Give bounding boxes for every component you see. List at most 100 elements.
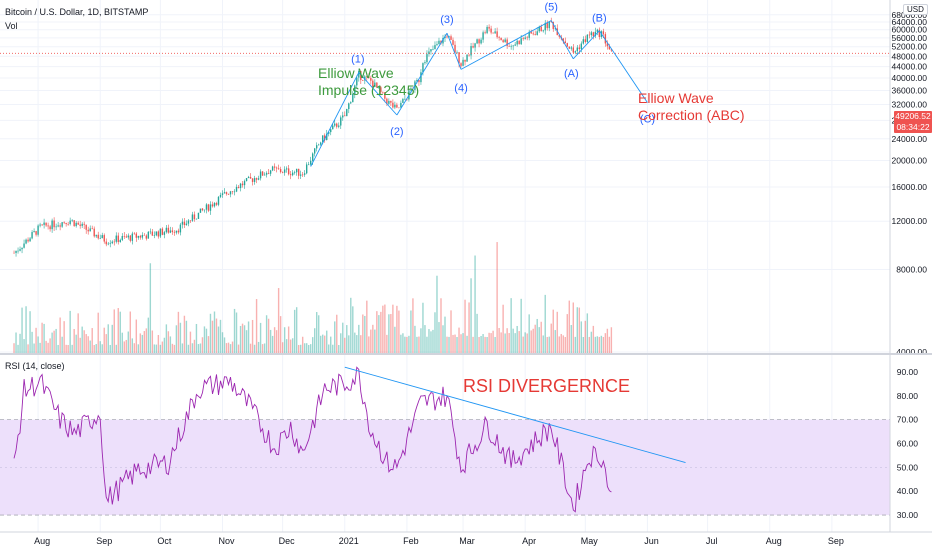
chart-annotation: Impulse (12345): [318, 82, 419, 98]
candle-body: [89, 228, 91, 232]
volume-bar: [590, 331, 593, 353]
volume-bar: [283, 327, 286, 353]
candle-body: [546, 22, 548, 29]
candle-body: [295, 168, 298, 173]
volume-bar: [366, 300, 368, 353]
candle-body: [87, 229, 89, 232]
volume-bar: [291, 338, 294, 353]
candle-body: [155, 231, 158, 236]
currency-badge[interactable]: USD: [903, 4, 928, 15]
volume-bar: [408, 335, 410, 353]
candle-body: [472, 46, 474, 48]
volume-bar: [161, 341, 164, 353]
candle-body: [398, 107, 400, 109]
candle-body: [267, 172, 270, 174]
volume-bar: [197, 344, 200, 353]
candle-body: [159, 228, 162, 237]
volume-bar: [309, 344, 312, 353]
candle-body: [588, 34, 591, 36]
volume-bar: [187, 344, 190, 353]
volume-bar: [410, 310, 412, 353]
volume-bar: [326, 330, 328, 353]
candle-body: [502, 40, 504, 42]
volume-bar: [199, 343, 202, 353]
volume-bar: [55, 328, 57, 353]
x-tick-label: Aug: [766, 536, 782, 546]
candle-body: [171, 230, 174, 233]
volume-bar: [446, 336, 448, 353]
candle-body: [496, 31, 498, 38]
volume-bar: [412, 298, 414, 353]
volume-bar: [177, 311, 180, 353]
volume-bar: [225, 343, 228, 353]
volume-bar: [396, 305, 398, 353]
candle-body: [235, 186, 238, 192]
volume-bar: [360, 335, 362, 353]
wave-label: (4): [454, 82, 467, 94]
price-tick-label: 56000.00: [892, 33, 928, 43]
wave-line: [550, 20, 574, 59]
candle-body: [436, 44, 438, 46]
candle-body: [23, 243, 25, 248]
candle-body: [47, 225, 49, 227]
volume-bar: [193, 339, 196, 353]
volume-bar: [556, 311, 558, 353]
candle-body: [163, 232, 166, 235]
candle-body: [426, 54, 428, 63]
volume-bar: [588, 336, 591, 353]
volume-bar: [255, 299, 258, 353]
volume-bar: [89, 340, 91, 353]
volume-bar: [145, 328, 148, 353]
volume-bar: [305, 343, 308, 353]
candle-body: [518, 40, 520, 45]
volume-bar: [33, 343, 35, 353]
candle-body: [360, 70, 362, 80]
candle-body: [448, 36, 450, 38]
volume-bar: [19, 333, 21, 353]
volume-bar: [147, 317, 150, 353]
volume-bar: [191, 343, 194, 353]
volume-bar: [123, 341, 125, 353]
volume-bar: [552, 309, 554, 353]
volume-bar: [169, 336, 172, 353]
volume-bar: [438, 322, 440, 353]
volume-bar: [452, 334, 454, 353]
volume-bar: [502, 304, 504, 353]
candle-body: [322, 135, 324, 143]
volume-bar: [478, 337, 480, 353]
volume-bar: [388, 314, 390, 353]
volume-bar: [137, 344, 140, 353]
candle-body: [506, 39, 508, 47]
volume-bar: [43, 323, 45, 353]
volume-bar: [374, 329, 376, 353]
volume-bar: [358, 324, 360, 353]
volume-bar: [91, 328, 93, 353]
candle-body: [195, 218, 198, 220]
candle-body: [255, 178, 258, 180]
volume-bar: [41, 322, 43, 353]
volume-bar: [576, 307, 578, 353]
candle-body: [263, 174, 266, 176]
candle-body: [416, 80, 418, 82]
candle-body: [584, 39, 587, 42]
candle-body: [344, 115, 346, 117]
candle-body: [504, 39, 506, 42]
candle-body: [245, 177, 248, 182]
candle-body: [51, 220, 53, 230]
candle-body: [217, 196, 220, 205]
candle-body: [119, 239, 121, 243]
volume-bar: [346, 325, 348, 353]
volume-bar: [81, 326, 83, 353]
candle-body: [392, 102, 394, 108]
volume-bar: [215, 318, 218, 353]
candle-body: [590, 32, 593, 36]
volume-bar: [247, 321, 250, 353]
candle-body: [271, 166, 274, 171]
candle-body: [31, 232, 33, 239]
volume-bar: [175, 325, 178, 353]
wave-line: [396, 32, 448, 116]
candle-body: [259, 171, 262, 179]
candle-body: [396, 104, 398, 108]
candle-body: [225, 192, 228, 195]
